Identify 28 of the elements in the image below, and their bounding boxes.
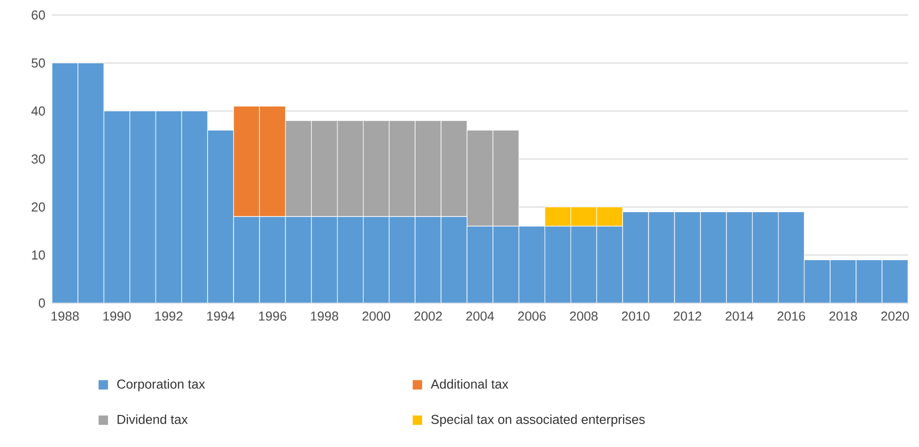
y-tick-label: 30 <box>32 154 45 164</box>
x-tick-label: 2010 <box>622 312 650 321</box>
x-tick-label: 2002 <box>414 312 442 321</box>
x-tick-label: 2004 <box>466 312 494 321</box>
y-tick-label: 60 <box>32 10 45 20</box>
y-tick-label: 50 <box>32 58 45 68</box>
y-tick-label: 40 <box>31 106 45 116</box>
legend-label: Special tax on associated enterprises <box>431 414 645 427</box>
x-tick-label: 1994 <box>207 312 235 321</box>
legend-label: Additional tax <box>430 379 508 389</box>
x-tick-label: 2012 <box>674 312 702 321</box>
x-tick-label: 1992 <box>155 312 182 321</box>
x-tick-label: 1998 <box>310 312 338 321</box>
x-tick-label: 2014 <box>726 312 754 321</box>
legend-label: Corporation tax <box>117 379 205 392</box>
y-tick-label: 20 <box>32 202 45 212</box>
x-tick-label: 1988 <box>52 312 79 321</box>
y-tick-label: 10 <box>32 250 45 260</box>
x-tick-label: 2006 <box>518 312 546 321</box>
x-tick-label: 1990 <box>103 312 131 321</box>
x-tick-label: 2018 <box>829 312 857 321</box>
x-tick-label: 1996 <box>259 312 286 321</box>
x-tick-label: 2008 <box>570 312 598 321</box>
y-tick-label: 0 <box>38 298 45 308</box>
legend-label: Dividend tax <box>118 414 188 424</box>
x-tick-label: 2020 <box>881 312 909 321</box>
x-tick-label: 2016 <box>778 312 806 321</box>
x-tick-label: 2000 <box>362 312 390 321</box>
